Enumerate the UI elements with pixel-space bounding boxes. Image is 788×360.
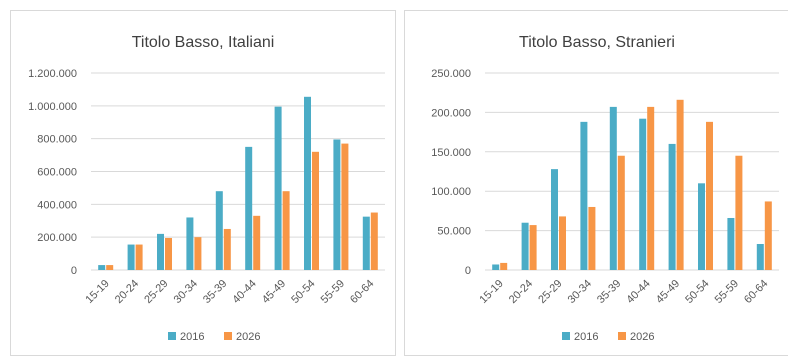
bar-2026-30-34 [194,237,202,270]
y-tick-label: 200.000 [37,232,77,244]
legend-label-2016: 2016 [180,331,204,343]
x-tick-label: 60-64 [348,278,376,306]
legend-label-2026: 2026 [236,331,260,343]
bar-2016-15-19 [98,265,106,270]
bar-2026-55-59 [735,155,743,270]
x-tick-label: 35-39 [201,278,229,306]
bar-2016-20-24 [127,244,135,270]
bar-2016-25-29 [551,169,558,270]
bar-2026-30-34 [588,206,596,270]
y-tick-label: 600.000 [37,167,77,179]
bar-2016-30-34 [186,217,194,270]
x-tick-label: 40-44 [230,278,258,306]
bar-2026-25-29 [165,237,172,270]
x-tick-label: 50-54 [683,278,711,306]
chart-italiani: Titolo Basso, Italiani 0 200.000 400.000 600… [28,34,385,343]
x-tick-label: 55-59 [319,278,347,306]
x-tick-label: 30-34 [172,278,200,306]
y-tick-label: 50.000 [437,226,471,238]
bar-2016-35-39 [609,106,617,270]
legend-swatch-2026 [224,332,232,340]
bar-2016-30-34 [580,121,588,270]
x-tick-label: 55-59 [713,278,741,306]
bar-2026-40-44 [253,215,261,270]
bar-2016-35-39 [215,191,223,270]
x-tick-label: 20-24 [507,278,535,306]
bar-2026-55-59 [341,143,349,270]
y-tick-label: 0 [71,265,77,277]
x-tick-label: 25-29 [536,278,564,306]
bar-2026-40-44 [647,106,655,270]
y-tick-label: 1.200.000 [28,68,77,80]
x-tick-label: 45-49 [260,278,288,306]
bar-2026-45-49 [282,191,290,270]
bar-2026-15-19 [500,262,508,270]
y-tick-label: 400.000 [37,199,77,211]
bar-2016-20-24 [521,222,529,270]
x-tick-label: 35-39 [595,278,623,306]
bar-2026-20-24 [135,244,143,270]
chart-panel-italiani: Titolo Basso, Italiani 0 200.000 400.000 600… [10,10,396,356]
bar-2026-35-39 [617,155,625,270]
bar-2016-50-54 [698,183,705,270]
y-tick-label: 800.000 [37,134,77,146]
y-tick-label: 250.000 [431,68,471,80]
bar-2026-45-49 [676,99,684,271]
bar-2016-60-64 [362,216,370,270]
bar-2026-50-54 [706,121,713,270]
x-tick-label: 40-44 [624,278,652,306]
y-tick-label: 100.000 [431,186,471,198]
x-tick-label: 15-19 [477,278,505,306]
y-tick-label: 0 [465,265,471,277]
y-tick-label: 200.000 [431,107,471,119]
bar-2016-60-64 [756,243,764,270]
bar-2016-25-29 [157,233,164,270]
bar-2026-20-24 [529,225,537,270]
legend-label-2026: 2026 [630,331,654,343]
chart-stranieri: Titolo Basso, Stranieri 0 50.000 100.000 150… [431,34,779,343]
chart-title: Titolo Basso, Stranieri [519,34,675,51]
legend-swatch-2016 [168,332,176,340]
legend-label-2016: 2016 [574,331,598,343]
bar-2016-40-44 [245,146,253,270]
y-tick-label: 150.000 [431,147,471,159]
x-tick-label: 20-24 [113,278,141,306]
bar-2026-60-64 [764,201,772,270]
bar-2016-55-59 [333,139,341,270]
bar-2026-50-54 [312,151,319,270]
legend-swatch-2016 [562,332,570,340]
x-tick-label: 30-34 [566,278,594,306]
x-tick-label: 25-29 [142,278,170,306]
bar-2016-15-19 [492,264,500,270]
chart-panel-stranieri: Titolo Basso, Stranieri 0 50.000 100.000 150… [404,10,788,356]
x-tick-label: 45-49 [654,278,682,306]
bar-2016-50-54 [304,96,311,270]
legend-swatch-2026 [618,332,626,340]
bar-2016-55-59 [727,217,735,270]
x-tick-label: 60-64 [742,278,770,306]
chart-title: Titolo Basso, Italiani [132,34,275,51]
bar-2016-45-49 [668,143,676,270]
bar-2026-35-39 [223,228,231,270]
bar-2016-45-49 [274,106,282,270]
bar-2026-15-19 [106,265,114,270]
bar-2016-40-44 [639,118,647,270]
bar-2026-25-29 [559,216,566,270]
x-tick-label: 50-54 [289,278,317,306]
y-tick-label: 1.000.000 [28,101,77,113]
x-tick-label: 15-19 [83,278,111,306]
bar-2026-60-64 [370,212,378,270]
